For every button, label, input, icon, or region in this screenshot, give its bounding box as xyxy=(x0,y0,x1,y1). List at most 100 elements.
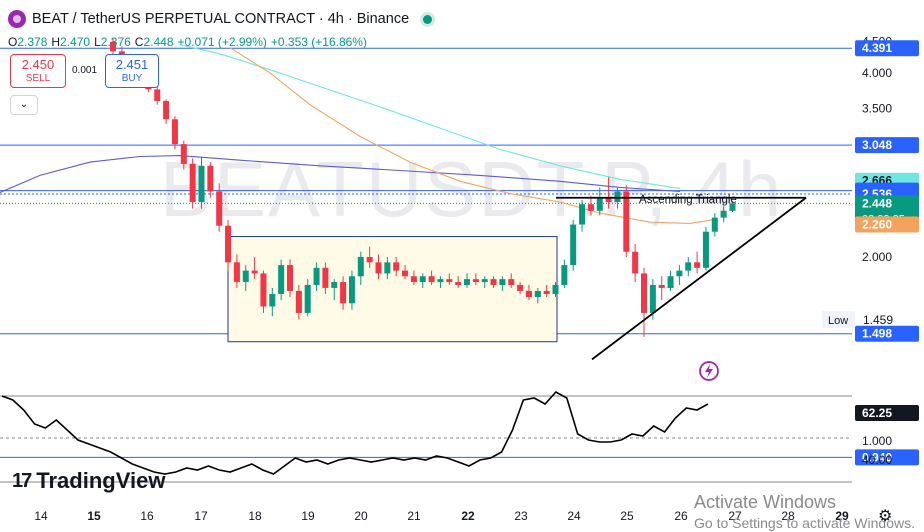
activate-windows-title: Activate Windows xyxy=(694,492,837,512)
triangle-support-line[interactable] xyxy=(591,197,807,361)
candle-body[interactable] xyxy=(702,231,709,268)
candle-body[interactable] xyxy=(481,279,488,283)
candle-body[interactable] xyxy=(676,270,683,277)
price-tag xyxy=(855,449,919,466)
candle-body[interactable] xyxy=(561,265,568,285)
candle-body[interactable] xyxy=(428,276,435,283)
candle-body[interactable] xyxy=(667,276,674,288)
candle-body[interactable] xyxy=(163,100,170,120)
candle-body[interactable] xyxy=(437,279,444,283)
candle-body[interactable] xyxy=(605,197,612,203)
candle-body[interactable] xyxy=(508,279,515,285)
candle-body[interactable] xyxy=(534,290,541,298)
candle-body[interactable] xyxy=(402,270,409,277)
candle-body[interactable] xyxy=(225,225,232,263)
candle-body[interactable] xyxy=(410,276,417,283)
candle-body[interactable] xyxy=(251,270,258,274)
candle-body[interactable] xyxy=(207,165,214,192)
candle-body[interactable] xyxy=(322,267,329,288)
candle-body[interactable] xyxy=(216,191,223,226)
candle-body[interactable] xyxy=(552,284,559,294)
candle-body[interactable] xyxy=(313,267,320,285)
candle-body[interactable] xyxy=(357,257,364,277)
rsi-value-tag xyxy=(855,405,919,421)
candle-body[interactable] xyxy=(269,293,276,307)
rsi-line xyxy=(1,390,709,475)
price-axis-tick: 3.500 xyxy=(862,101,892,115)
tradingview-wordmark: TradingView xyxy=(36,468,166,493)
candle-body[interactable] xyxy=(455,282,462,285)
sell-button[interactable]: 2.450 SELL xyxy=(10,54,66,88)
candle-body[interactable] xyxy=(570,224,577,266)
candle-body[interactable] xyxy=(375,262,382,274)
candle-body[interactable] xyxy=(525,290,532,298)
candle-body[interactable] xyxy=(446,279,453,283)
buy-price: 2.451 xyxy=(115,57,149,72)
candle-body[interactable] xyxy=(499,279,506,285)
buy-label: BUY xyxy=(121,73,143,84)
candle-body[interactable] xyxy=(711,217,718,232)
price-axis-tick: 4.000 xyxy=(862,66,892,80)
time-axis-tick: 19 xyxy=(301,509,315,523)
candle-body[interactable] xyxy=(587,204,594,211)
candle-body[interactable] xyxy=(685,262,692,271)
candle-body[interactable] xyxy=(154,89,161,101)
candle-body[interactable] xyxy=(110,41,116,52)
candle-body[interactable] xyxy=(472,279,479,283)
ascending-triangle-drawing[interactable] xyxy=(556,196,807,361)
candle-body[interactable] xyxy=(233,262,240,283)
candle-body[interactable] xyxy=(189,163,196,203)
candle-body[interactable] xyxy=(729,203,736,211)
alert-icon[interactable] xyxy=(699,361,719,381)
candle-body[interactable] xyxy=(543,290,550,294)
candle-body[interactable] xyxy=(641,273,647,313)
chart-settings-icon[interactable]: ⚙ xyxy=(878,508,893,525)
collapse-legend-button[interactable]: ⌄ xyxy=(10,95,38,115)
candle-body[interactable] xyxy=(419,276,426,283)
candle-body[interactable] xyxy=(287,265,293,291)
candle-body[interactable] xyxy=(579,204,586,225)
candle-body[interactable] xyxy=(649,284,656,313)
candle-body[interactable] xyxy=(278,265,285,294)
candle-body[interactable] xyxy=(393,262,400,271)
candle-body[interactable] xyxy=(198,165,205,203)
price-tag xyxy=(855,325,919,342)
time-axis-tick: 27 xyxy=(728,509,742,523)
time-axis-tick: 29 xyxy=(835,509,849,523)
low-label: Low xyxy=(828,315,848,327)
candle-body[interactable] xyxy=(658,284,665,288)
consolidation-rectangle[interactable] xyxy=(227,236,558,343)
activate-windows-hint: Go to Settings to activate Windows. xyxy=(694,515,915,531)
candle-body[interactable] xyxy=(694,262,701,268)
time-axis: 14 15 16 17 18 19 20 21 22 23 24 25 26 27 28 29 xyxy=(34,509,849,523)
price-tag-label: 0.940 xyxy=(862,450,892,464)
buy-button[interactable]: 2.451 BUY xyxy=(105,54,159,88)
candle-body[interactable] xyxy=(340,282,347,304)
candle-body[interactable] xyxy=(632,251,639,274)
tradingview-logo[interactable]: 17 TradingView xyxy=(12,468,165,494)
candle-body[interactable] xyxy=(331,282,338,288)
time-axis-tick: 23 xyxy=(514,509,528,523)
candle-body[interactable] xyxy=(464,279,470,285)
candle-body[interactable] xyxy=(171,119,178,145)
candle-body[interactable] xyxy=(623,191,630,252)
candle-body[interactable] xyxy=(180,144,187,164)
candle-body[interactable] xyxy=(260,273,267,307)
candle-body[interactable] xyxy=(720,210,727,218)
candle-body[interactable] xyxy=(242,270,249,283)
price-tag-label: 2.260 xyxy=(862,218,892,232)
price-tag-label: 3.048 xyxy=(862,138,892,152)
candle-body[interactable] xyxy=(348,276,355,304)
price-tag xyxy=(855,216,919,233)
candle-body[interactable] xyxy=(517,284,524,291)
candle-body[interactable] xyxy=(490,279,497,285)
time-axis-tick: 22 xyxy=(461,509,475,523)
candle-body[interactable] xyxy=(614,191,621,203)
candle-body[interactable] xyxy=(384,262,391,274)
candle-body[interactable] xyxy=(304,284,311,313)
candle-body[interactable] xyxy=(596,197,603,211)
chart-watermark: BEATUSDT.P, 4h xyxy=(160,145,783,233)
candle-body[interactable] xyxy=(366,257,373,263)
candle-body[interactable] xyxy=(295,290,302,313)
